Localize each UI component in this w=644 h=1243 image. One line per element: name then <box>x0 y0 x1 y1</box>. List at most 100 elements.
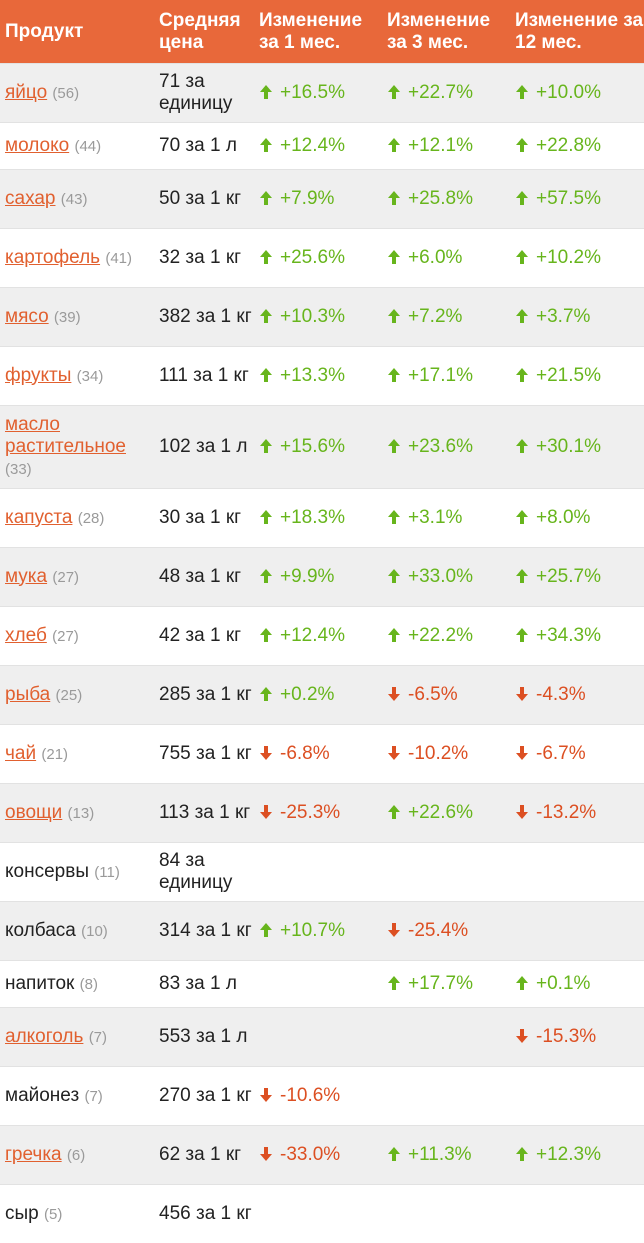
change-m12-cell: +57.5% <box>511 170 644 229</box>
product-cell: фрукты (34) <box>0 347 155 406</box>
change-m12-cell: +0.1% <box>511 961 644 1008</box>
product-count: (44) <box>74 138 101 155</box>
change-up-value: +10.2% <box>515 247 601 268</box>
change-up-value: +17.1% <box>387 365 473 386</box>
change-m12-cell: +3.7% <box>511 288 644 347</box>
change-m1-cell: +10.7% <box>255 902 383 961</box>
change-up-value: +25.8% <box>387 188 473 209</box>
product-link[interactable]: сахар <box>5 188 56 209</box>
product-link[interactable]: чай <box>5 743 36 764</box>
change-m3-cell: -10.2% <box>383 725 511 784</box>
average-price-cell: 48 за 1 кг <box>155 548 255 607</box>
product-cell: чай (21) <box>0 725 155 784</box>
change-up-value: +12.4% <box>259 625 345 646</box>
product-count: (10) <box>81 923 108 940</box>
change-percent: -6.5% <box>408 684 458 705</box>
product-count: (28) <box>78 510 105 527</box>
arrow-up-icon <box>387 975 401 991</box>
product-link[interactable]: гречка <box>5 1144 62 1165</box>
change-percent: +25.7% <box>536 566 601 587</box>
product-cell: сахар (43) <box>0 170 155 229</box>
header-average-price[interactable]: Средняя цена <box>155 0 255 64</box>
change-m12-cell: +34.3% <box>511 607 644 666</box>
average-price-cell: 111 за 1 кг <box>155 347 255 406</box>
header-change-12-months[interactable]: Изменение за 12 мес. <box>511 0 644 64</box>
change-up-value: +10.3% <box>259 306 345 327</box>
arrow-up-icon <box>259 509 273 525</box>
product-link[interactable]: масло растительное <box>5 414 126 457</box>
product-link[interactable]: фрукты <box>5 365 71 386</box>
arrow-up-icon <box>515 509 529 525</box>
change-percent: +10.3% <box>280 306 345 327</box>
table-row: чай (21)755 за 1 кг-6.8%-10.2%-6.7% <box>0 725 644 784</box>
product-link[interactable]: овощи <box>5 802 62 823</box>
product-link[interactable]: мясо <box>5 306 49 327</box>
product-link[interactable]: мука <box>5 566 47 587</box>
header-change-3-months[interactable]: Изменение за 3 мес. <box>383 0 511 64</box>
header-change-1-month[interactable]: Изменение за 1 мес. <box>255 0 383 64</box>
product-cell: хлеб (27) <box>0 607 155 666</box>
product-link[interactable]: рыба <box>5 684 50 705</box>
arrow-up-icon <box>515 438 529 454</box>
product-cell: капуста (28) <box>0 489 155 548</box>
average-price-cell: 102 за 1 л <box>155 406 255 489</box>
arrow-up-icon <box>259 308 273 324</box>
average-price-cell: 553 за 1 л <box>155 1008 255 1067</box>
table-row: мука (27)48 за 1 кг+9.9%+33.0%+25.7% <box>0 548 644 607</box>
product-count: (13) <box>68 805 95 822</box>
change-down-value: -25.3% <box>259 802 340 823</box>
product-count: (25) <box>56 687 83 704</box>
change-m1-cell: -6.8% <box>255 725 383 784</box>
change-percent: +7.9% <box>280 188 334 209</box>
product-count: (21) <box>41 746 68 763</box>
change-percent: +10.7% <box>280 920 345 941</box>
product-count: (43) <box>61 191 88 208</box>
product-link[interactable]: яйцо <box>5 82 47 103</box>
arrow-up-icon <box>515 627 529 643</box>
arrow-up-icon <box>515 137 529 153</box>
product-link[interactable]: алкоголь <box>5 1026 83 1047</box>
change-m1-cell: +7.9% <box>255 170 383 229</box>
change-m3-cell: -6.5% <box>383 666 511 725</box>
product-cell: мясо (39) <box>0 288 155 347</box>
change-m12-cell: +10.2% <box>511 229 644 288</box>
change-m12-cell: +10.0% <box>511 64 644 123</box>
change-up-value: +0.2% <box>259 684 334 705</box>
product-name: консервы <box>5 861 89 882</box>
product-count: (7) <box>89 1029 107 1046</box>
average-price-cell: 50 за 1 кг <box>155 170 255 229</box>
change-m3-cell: +17.7% <box>383 961 511 1008</box>
product-count: (8) <box>80 976 98 993</box>
arrow-up-icon <box>515 367 529 383</box>
table-row: хлеб (27)42 за 1 кг+12.4%+22.2%+34.3% <box>0 607 644 666</box>
arrow-up-icon <box>515 84 529 100</box>
arrow-down-icon <box>515 686 529 702</box>
table-row: рыба (25)285 за 1 кг+0.2%-6.5%-4.3% <box>0 666 644 725</box>
change-percent: -33.0% <box>280 1144 340 1165</box>
product-count: (33) <box>5 461 32 478</box>
product-link[interactable]: картофель <box>5 247 100 268</box>
arrow-down-icon <box>259 1146 273 1162</box>
header-product[interactable]: Продукт <box>0 0 155 64</box>
change-up-value: +9.9% <box>259 566 334 587</box>
change-m1-cell: +9.9% <box>255 548 383 607</box>
change-percent: -10.6% <box>280 1085 340 1106</box>
change-percent: -6.7% <box>536 743 586 764</box>
product-link[interactable]: капуста <box>5 507 72 528</box>
average-price-cell: 30 за 1 кг <box>155 489 255 548</box>
change-up-value: +10.7% <box>259 920 345 941</box>
arrow-down-icon <box>259 745 273 761</box>
average-price-cell: 755 за 1 кг <box>155 725 255 784</box>
product-link[interactable]: хлеб <box>5 625 47 646</box>
product-link[interactable]: молоко <box>5 135 69 156</box>
product-cell: рыба (25) <box>0 666 155 725</box>
product-count: (34) <box>77 368 104 385</box>
change-down-value: -25.4% <box>387 920 468 941</box>
table-row: гречка (6)62 за 1 кг-33.0%+11.3%+12.3% <box>0 1126 644 1185</box>
change-m3-cell: +7.2% <box>383 288 511 347</box>
change-up-value: +57.5% <box>515 188 601 209</box>
change-m3-cell: +22.2% <box>383 607 511 666</box>
change-up-value: +3.1% <box>387 507 462 528</box>
change-m1-cell: +10.3% <box>255 288 383 347</box>
